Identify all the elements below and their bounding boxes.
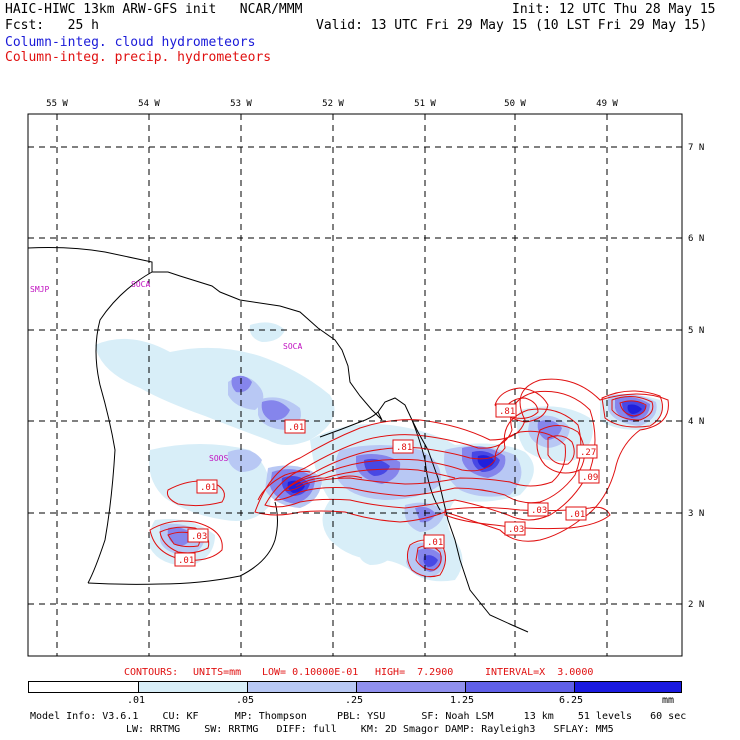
lon-label: 50 W (504, 99, 526, 109)
contour-info-low: LOW= 0.10000E-01 (262, 667, 359, 678)
contour-label: .01 (288, 423, 304, 433)
cloud-shading (95, 322, 662, 582)
contour-label: .03 (531, 506, 547, 516)
lon-label: 52 W (322, 99, 344, 109)
lat-label: 3 N (688, 509, 704, 519)
map-frame (27, 113, 683, 657)
contour-label: .03 (508, 525, 524, 535)
contour-label: .01 (178, 556, 194, 566)
station-label: SMJP (30, 285, 49, 294)
contour-info-high: HIGH= 7.2900 (375, 667, 454, 678)
contour-label: .03 (191, 532, 207, 542)
contour-info-units: UNITS=mm (193, 667, 242, 678)
precip-field-label: Column-integ. precip. hydrometeors (5, 50, 272, 65)
contour-label: .09 (582, 473, 598, 483)
lon-label: 51 W (414, 99, 436, 109)
contour-value-labels: .01 .81 .81 .27 .09 .03 .01 .03 .01 .03 … (174, 403, 600, 567)
color-bar-label: .25 (345, 695, 364, 706)
station-label: SOCA (131, 280, 150, 289)
lat-label: 2 N (688, 600, 704, 610)
contour-label: .01 (200, 483, 216, 493)
lon-label: 55 W (46, 99, 68, 109)
forecast-hour: Fcst: 25 h (5, 18, 99, 33)
contour-label: .81 (396, 443, 412, 453)
lat-label: 7 N (688, 143, 704, 153)
model-info-line1: Model Info: V3.6.1 CU: KF MP: Thompson P… (30, 711, 687, 722)
contour-label: .01 (427, 538, 443, 548)
contour-label: .01 (569, 510, 585, 520)
contour-info-interval: INTERVAL=X 3.0000 (485, 667, 594, 678)
lat-label: 6 N (688, 234, 704, 244)
model-info-line2: LW: RRTMG SW: RRTMG DIFF: full KM: 2D Sm… (126, 724, 614, 735)
station-label: SOCA (283, 342, 302, 351)
color-bar-segment (138, 681, 248, 693)
model-title: HAIC-HIWC 13km ARW-GFS init NCAR/MMM (5, 2, 303, 17)
contour-info-contours: CONTOURS: (124, 667, 179, 678)
color-bar-segment (247, 681, 357, 693)
color-bar-segment (574, 681, 682, 693)
lat-label: 4 N (688, 417, 704, 427)
lon-label: 54 W (138, 99, 160, 109)
color-bar-segment (356, 681, 466, 693)
init-time: Init: 12 UTC Thu 28 May 15 (512, 2, 716, 17)
grid-lines (28, 114, 682, 656)
cloud-field-label: Column-integ. cloud hydrometeors (5, 35, 256, 50)
color-bar-label: 6.25 (559, 695, 584, 706)
tick-marks (56, 114, 682, 605)
color-bar-label: .01 (127, 695, 146, 706)
lon-label: 53 W (230, 99, 252, 109)
contour-label: .81 (499, 407, 515, 417)
valid-time: Valid: 13 UTC Fri 29 May 15 (10 LST Fri … (316, 18, 708, 33)
color-bar-segment (28, 681, 139, 693)
color-bar-label: .05 (236, 695, 255, 706)
lat-label: 5 N (688, 326, 704, 336)
lon-label: 49 W (596, 99, 618, 109)
color-bar-segment (465, 681, 575, 693)
color-bar-label: 1.25 (450, 695, 475, 706)
color-bar-unit: mm (662, 695, 675, 706)
station-label: SOOS (209, 454, 228, 463)
contour-label: .27 (580, 448, 596, 458)
